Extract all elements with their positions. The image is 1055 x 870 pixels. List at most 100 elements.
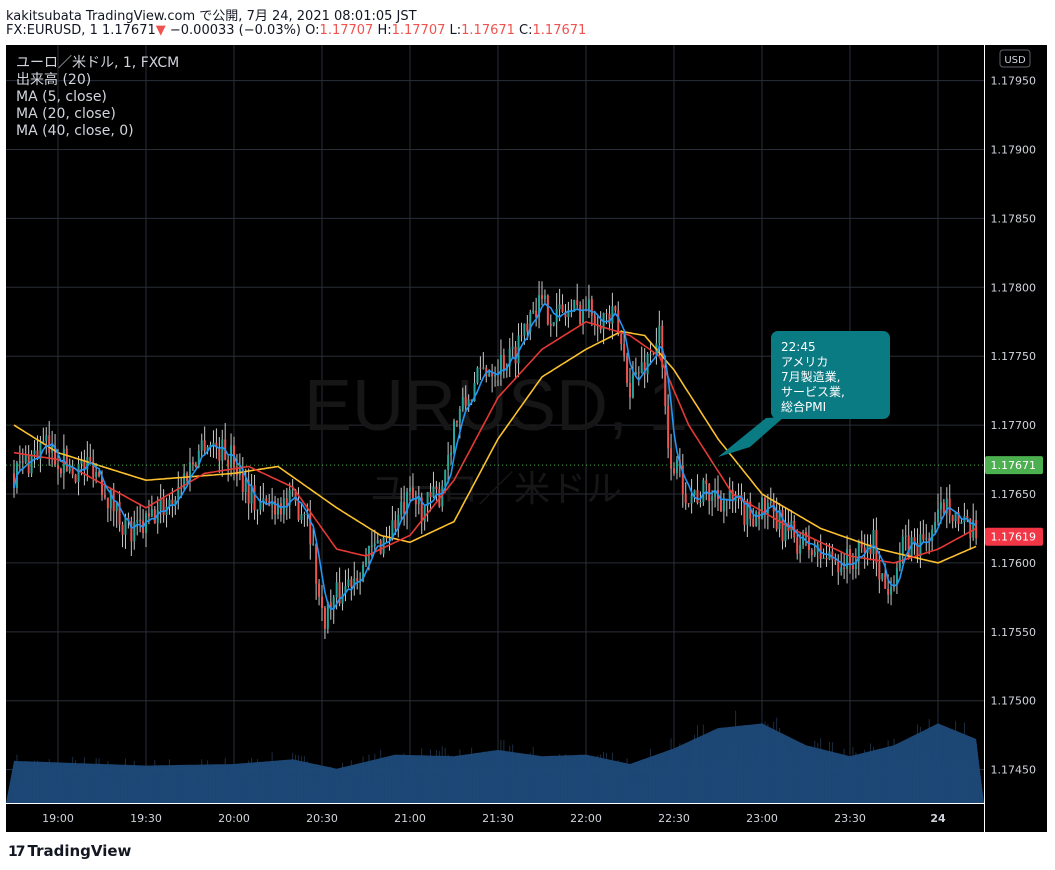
- candle-body: [397, 514, 400, 529]
- candle-body: [508, 348, 511, 366]
- time-tick-label: 20:00: [218, 812, 250, 825]
- time-tick-label: 19:00: [42, 812, 74, 825]
- candle-body: [200, 440, 203, 451]
- price-tick-label: 1.17600: [991, 557, 1037, 570]
- candle-body: [423, 505, 426, 522]
- candle-body: [59, 468, 62, 474]
- candle-body: [491, 372, 494, 377]
- candle-body: [523, 323, 526, 336]
- price-axis-background: [985, 45, 1047, 832]
- candle-body: [57, 464, 59, 469]
- down-arrow-icon: ▼: [155, 23, 166, 38]
- candle-body: [203, 440, 206, 452]
- candle-body: [432, 486, 435, 498]
- candle-body: [529, 312, 532, 332]
- tradingview-logo[interactable]: 17 TradingView: [8, 842, 131, 860]
- candle-body: [206, 446, 209, 452]
- candle-body: [649, 353, 652, 355]
- time-axis[interactable]: 19:00 19:30 20:00 20:30 21:00 21:30 22:00 22:30…: [42, 812, 946, 825]
- candle-body: [599, 326, 602, 330]
- time-tick-label: 23:00: [746, 812, 778, 825]
- volume-ma-area: [6, 723, 984, 803]
- candle-body: [617, 310, 620, 335]
- candle-body: [857, 540, 860, 562]
- candle-body: [646, 353, 649, 375]
- candle-body: [728, 490, 731, 501]
- candle-body: [118, 501, 121, 525]
- candle-body: [549, 323, 552, 326]
- candle-body: [731, 490, 734, 502]
- candle-body: [482, 367, 485, 369]
- candle-body: [761, 497, 763, 519]
- candle-body: [860, 540, 863, 548]
- candle-body: [326, 602, 329, 629]
- candle-body: [810, 550, 813, 556]
- candle-body: [86, 457, 89, 470]
- legend-item: MA (5, close): [16, 89, 107, 105]
- candle-body: [734, 496, 737, 502]
- candle-body: [338, 582, 341, 604]
- candle-body: [350, 579, 353, 587]
- candle-body: [799, 545, 802, 554]
- candle-body: [274, 500, 277, 515]
- candle-body: [36, 450, 39, 460]
- candle-body: [48, 435, 51, 453]
- tv-mark-icon: 17: [8, 844, 26, 860]
- ma40-line: [13, 330, 977, 564]
- candle-body: [722, 498, 725, 512]
- candle-body: [541, 295, 543, 299]
- price-tick-label: 1.17800: [991, 281, 1037, 294]
- candle-body: [872, 529, 875, 555]
- time-axis-background: [6, 804, 984, 832]
- candle-body: [869, 544, 872, 555]
- candle-body: [737, 495, 740, 497]
- candle-body: [406, 491, 409, 514]
- candle-body: [447, 455, 450, 470]
- candle-body: [139, 519, 142, 521]
- candle-body: [250, 485, 253, 504]
- candle-body: [796, 537, 799, 554]
- candle-body: [101, 476, 103, 496]
- candle-body: [453, 421, 455, 453]
- watermark: EURUSD, 1 ユーロ／米ドル: [304, 366, 688, 510]
- candle-body: [526, 323, 529, 332]
- candle-body: [470, 399, 473, 402]
- candle-body: [329, 602, 332, 609]
- candle-body: [634, 372, 637, 375]
- candle-body: [942, 502, 945, 513]
- candle-body: [312, 543, 315, 545]
- candle-body: [27, 455, 30, 474]
- candle-body: [854, 561, 857, 570]
- candle-body: [696, 490, 699, 503]
- candle-body: [54, 445, 57, 465]
- candle-body: [124, 517, 127, 535]
- price-badges: 1.17671 1.17619: [985, 456, 1043, 546]
- price-axis[interactable]: 1.17950 1.17900 1.17850 1.17800 1.17750 1.177…: [991, 75, 1037, 777]
- candle-body: [590, 299, 593, 316]
- candle-body: [168, 499, 171, 507]
- candle-body: [444, 469, 447, 487]
- callout-text: 22:45: [781, 340, 816, 354]
- candle-body: [150, 509, 153, 517]
- candle-body: [467, 399, 470, 406]
- candle-body: [957, 511, 960, 524]
- candle-body: [623, 344, 626, 356]
- candle-body: [535, 310, 538, 318]
- candle-body: [253, 485, 256, 511]
- close-value: 1.17671: [532, 23, 587, 38]
- candle-body: [379, 540, 382, 554]
- candle-body: [684, 494, 687, 504]
- candle-body: [881, 573, 884, 580]
- candle-body: [626, 355, 629, 384]
- currency-badge[interactable]: USD: [999, 49, 1031, 68]
- candle-body: [605, 313, 608, 315]
- time-tick-label: 23:30: [834, 812, 866, 825]
- candle-body: [658, 325, 661, 344]
- candle-body: [690, 495, 693, 504]
- candle-body: [80, 459, 83, 464]
- candle-body: [960, 522, 963, 524]
- candle-body: [699, 502, 702, 504]
- candle-body: [89, 457, 92, 462]
